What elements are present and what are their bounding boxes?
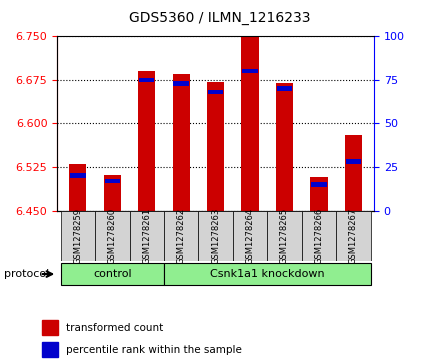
Bar xyxy=(69,164,87,211)
FancyBboxPatch shape xyxy=(95,211,129,261)
FancyBboxPatch shape xyxy=(198,211,233,261)
Bar xyxy=(139,78,154,82)
Bar xyxy=(105,179,120,183)
Bar xyxy=(70,174,86,178)
Bar xyxy=(138,71,155,211)
Bar xyxy=(242,69,258,73)
Bar xyxy=(242,36,259,211)
Bar xyxy=(310,177,327,211)
Text: GSM1278267: GSM1278267 xyxy=(349,208,358,264)
FancyBboxPatch shape xyxy=(61,262,164,285)
Text: GSM1278259: GSM1278259 xyxy=(73,208,82,264)
FancyBboxPatch shape xyxy=(164,262,370,285)
Text: GSM1278264: GSM1278264 xyxy=(246,208,254,264)
FancyBboxPatch shape xyxy=(129,211,164,261)
FancyBboxPatch shape xyxy=(164,211,198,261)
Text: GSM1278265: GSM1278265 xyxy=(280,208,289,264)
Bar xyxy=(277,86,292,91)
Bar xyxy=(172,74,190,211)
Bar xyxy=(173,81,189,86)
Bar xyxy=(42,320,58,335)
FancyBboxPatch shape xyxy=(302,211,336,261)
Bar xyxy=(311,182,326,187)
Bar xyxy=(345,159,361,164)
Text: percentile rank within the sample: percentile rank within the sample xyxy=(66,345,242,355)
FancyBboxPatch shape xyxy=(336,211,370,261)
Bar xyxy=(42,342,58,357)
Bar xyxy=(276,83,293,211)
Bar xyxy=(208,90,224,94)
Text: GSM1278261: GSM1278261 xyxy=(142,208,151,264)
Bar xyxy=(104,175,121,211)
Text: GSM1278266: GSM1278266 xyxy=(315,208,323,264)
FancyBboxPatch shape xyxy=(61,211,95,261)
Bar xyxy=(345,135,362,211)
FancyBboxPatch shape xyxy=(233,211,267,261)
Text: control: control xyxy=(93,269,132,278)
Text: GSM1278262: GSM1278262 xyxy=(177,208,186,264)
Text: Csnk1a1 knockdown: Csnk1a1 knockdown xyxy=(210,269,325,278)
Text: GSM1278263: GSM1278263 xyxy=(211,208,220,264)
Bar xyxy=(207,82,224,211)
Text: GDS5360 / ILMN_1216233: GDS5360 / ILMN_1216233 xyxy=(129,11,311,25)
FancyBboxPatch shape xyxy=(267,211,302,261)
Text: transformed count: transformed count xyxy=(66,323,163,333)
Text: protocol: protocol xyxy=(4,269,50,279)
Text: GSM1278260: GSM1278260 xyxy=(108,208,117,264)
